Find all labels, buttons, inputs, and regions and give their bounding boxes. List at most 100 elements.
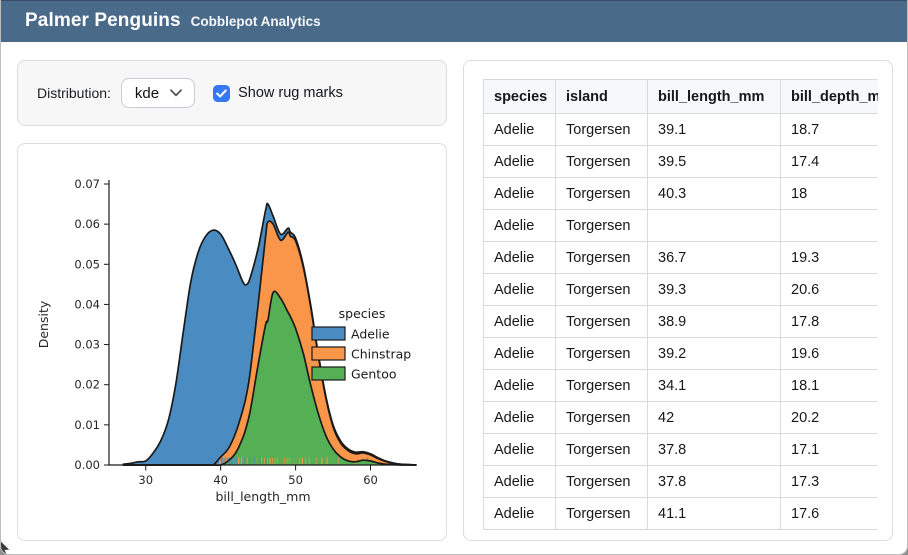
table-cell: 42 [647,401,781,434]
table-row: Adelie Torgersen 34.1 18.1 [483,369,878,402]
table-cell: 17.4 [780,145,878,178]
chevron-down-icon [170,89,182,97]
table-cell: 39.1 [647,113,781,146]
table-cell: 20.6 [780,273,878,306]
svg-text:50: 50 [288,473,303,487]
mouse-cursor [1,540,11,554]
table-cell: Torgersen [555,177,648,210]
table-cell: Adelie [483,465,556,498]
svg-text:0.01: 0.01 [74,418,100,432]
table-cell: 17.1 [780,433,878,466]
svg-text:30: 30 [138,473,153,487]
table-cell: Adelie [483,273,556,306]
table-row: Adelie Torgersen 36.7 19.3 [483,241,878,274]
app-header-titles: Palmer Penguins Cobblepot Analytics [25,10,321,32]
table-cell: 19.3 [780,241,878,274]
table-cell: 38.9 [647,305,781,338]
svg-text:40: 40 [213,473,228,487]
table-cell: 17.3 [780,465,878,498]
table-cell: Adelie [483,369,556,402]
rug-checkbox-row[interactable]: Show rug marks [213,84,343,102]
table-cell: Adelie [483,209,556,242]
svg-text:Adelie: Adelie [351,327,390,342]
app-title: Palmer Penguins [25,10,181,31]
table-cell: Adelie [483,305,556,338]
svg-text:Gentoo: Gentoo [351,367,397,382]
table-cell: Torgersen [555,401,648,434]
svg-text:0.06: 0.06 [74,217,100,231]
svg-text:0.03: 0.03 [74,338,100,352]
table-row: Adelie Torgersen 40.3 18 [483,177,878,210]
svg-text:0.00: 0.00 [74,458,100,472]
svg-text:0.05: 0.05 [74,257,100,271]
table-cell [780,209,878,242]
column-header: species [483,79,556,114]
table-row: Adelie Torgersen 42 20.2 [483,401,878,434]
table-cell: 20.2 [780,401,878,434]
table-cell: 40.3 [647,177,781,210]
controls-panel: Distribution: kde Show rug marks [17,60,447,126]
rug-checkbox-label: Show rug marks [238,85,343,101]
app-subtitle: Cobblepot Analytics [190,14,321,29]
table-cell: Adelie [483,497,556,530]
table-cell: Adelie [483,241,556,274]
column-header: island [555,79,648,114]
table-cell: 37.8 [647,433,781,466]
distribution-value: kde [134,84,160,102]
table-row: Adelie Torgersen 39.1 18.7 [483,113,878,146]
table-cell: 18.1 [780,369,878,402]
table-cell: Adelie [483,433,556,466]
svg-text:60: 60 [363,473,378,487]
svg-text:Density: Density [36,300,51,348]
table-row: Adelie Torgersen 39.5 17.4 [483,145,878,178]
table-panel: speciesislandbill_length_mmbill_depth_mm… [463,60,893,541]
table-cell: Adelie [483,401,556,434]
table-cell: 39.2 [647,337,781,370]
table-cell: Torgersen [555,241,648,274]
table-row: Adelie Torgersen 41.1 17.6 [483,497,878,530]
table-row: Adelie Torgersen 39.2 19.6 [483,337,878,370]
table-cell: 18.7 [780,113,878,146]
rug-checkbox[interactable] [213,84,231,102]
table-cell: Torgersen [555,113,648,146]
table-cell: 41.1 [647,497,781,530]
svg-text:0.07: 0.07 [74,177,100,191]
distribution-label: Distribution: [37,85,111,101]
table-cell: 17.8 [780,305,878,338]
kde-chart: 0.00 0.01 0.02 0.03 0.04 0.05 0.06 0.07 30 40 50 60… [36,177,417,504]
svg-text:0.04: 0.04 [74,297,100,311]
svg-text:Chinstrap: Chinstrap [351,347,411,362]
chart-panel: 0.00 0.01 0.02 0.03 0.04 0.05 0.06 0.07 30 40 50 60… [17,143,447,541]
distribution-select[interactable]: kde [120,78,196,108]
table-cell: Torgersen [555,369,648,402]
table-cell: Adelie [483,145,556,178]
table-cell: Adelie [483,337,556,370]
table-cell: Torgersen [555,497,648,530]
data-table: speciesislandbill_length_mmbill_depth_mm… [483,79,878,530]
table-row: Adelie Torgersen [483,209,878,242]
table-cell: Torgersen [555,145,648,178]
table-cell: Torgersen [555,433,648,466]
table-clip: speciesislandbill_length_mmbill_depth_mm… [483,79,878,530]
table-cell: Adelie [483,113,556,146]
table-row: Adelie Torgersen 37.8 17.1 [483,433,878,466]
table-cell [647,209,781,242]
column-header: bill_depth_mm [780,79,878,114]
table-cell: 34.1 [647,369,781,402]
table-cell: 39.5 [647,145,781,178]
table-cell: 37.8 [647,465,781,498]
table-row: Adelie Torgersen 39.3 20.6 [483,273,878,306]
svg-text:bill_length_mm: bill_length_mm [215,489,310,504]
table-body: Adelie Torgersen 39.1 18.7 Adelie Torgersen 39… [483,113,878,530]
column-header: bill_length_mm [647,79,781,114]
svg-text:species: species [339,306,386,321]
table-cell: Torgersen [555,337,648,370]
app-header: Palmer Penguins Cobblepot Analytics [1,0,907,42]
table-cell: 39.3 [647,273,781,306]
table-cell: 19.6 [780,337,878,370]
table-cell: Torgersen [555,209,648,242]
table-cell: 18 [780,177,878,210]
table-cell: Torgersen [555,305,648,338]
